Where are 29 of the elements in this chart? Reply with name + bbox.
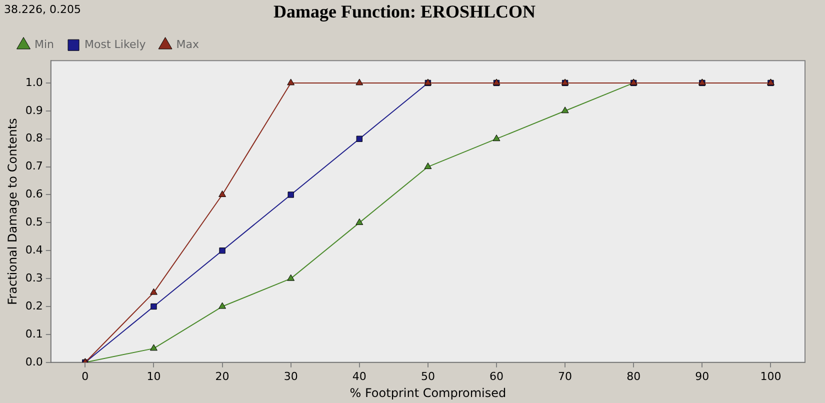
y-tick-label: 0.3 (25, 271, 43, 284)
y-tick-label: 0.2 (25, 299, 43, 312)
x-tick-label: 20 (215, 370, 230, 383)
text: 38.226, 0.205 (4, 3, 81, 16)
y-tick-label: 0.7 (25, 160, 43, 173)
y-tick-label: 0.9 (25, 104, 43, 117)
y-tick-label: 0.1 (25, 327, 43, 340)
x-tick-label: 50 (420, 370, 435, 383)
y-tick-label: 0.4 (25, 243, 43, 256)
y-tick-label: 0.0 (25, 355, 43, 368)
x-tick-label: 60 (490, 370, 504, 383)
x-tick-label: 90 (695, 370, 710, 383)
y-tick-label: 0.8 (25, 132, 43, 145)
x-tick-label: 30 (284, 370, 298, 383)
x-tick-label: 70 (558, 370, 572, 383)
x-tick-label: 100 (760, 370, 782, 383)
x-tick-label: 0 (82, 370, 89, 383)
x-tick-label: 80 (626, 370, 641, 383)
x-tick-label: 10 (146, 370, 161, 383)
y-tick-label: 0.5 (25, 216, 43, 229)
x-axis-title: % Footprint Compromised (350, 386, 506, 400)
y-axis-title: Fractional Damage to Contents (5, 118, 20, 305)
chart-title: Damage Function: EROSHLCON (273, 1, 536, 22)
y-tick-label: 1.0 (25, 76, 43, 89)
x-tick-label: 40 (352, 370, 366, 383)
legend-label: Most Likely (84, 38, 146, 51)
legend-label: Min (34, 38, 54, 51)
legend-label: Max (176, 38, 200, 51)
y-tick-label: 0.6 (25, 188, 43, 201)
